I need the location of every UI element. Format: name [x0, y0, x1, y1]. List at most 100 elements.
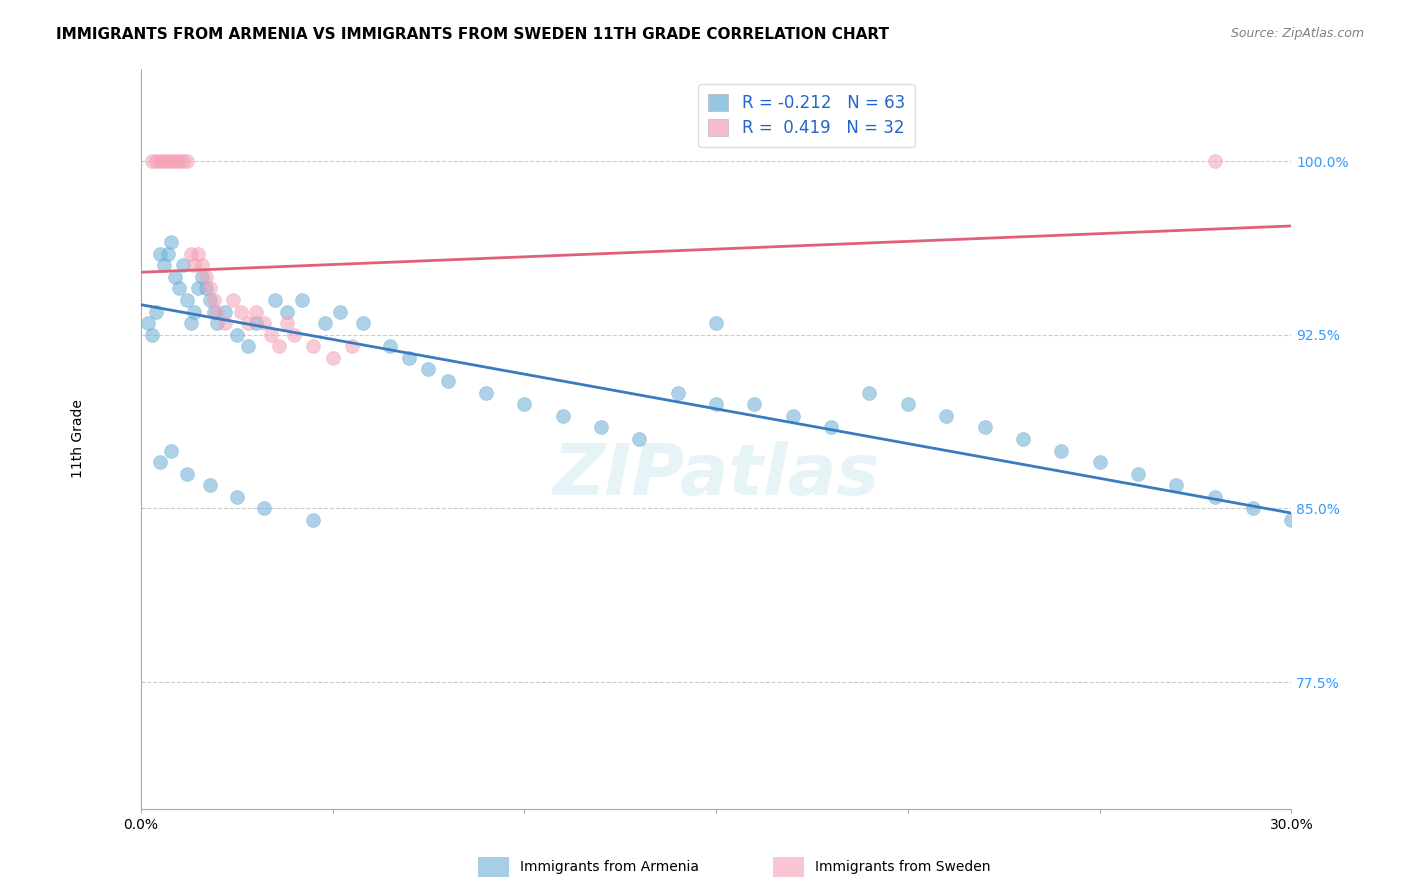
Point: [973, 420, 995, 434]
Point: [782, 409, 804, 423]
Point: [156, 154, 179, 169]
Point: [229, 304, 252, 318]
Point: [283, 327, 305, 342]
Point: [160, 235, 183, 249]
Text: Immigrants from Sweden: Immigrants from Sweden: [815, 860, 991, 874]
Point: [172, 258, 194, 272]
Point: [302, 339, 325, 353]
Point: [187, 246, 209, 260]
Point: [418, 362, 440, 376]
Point: [704, 316, 727, 330]
Y-axis label: 11th Grade: 11th Grade: [72, 400, 86, 478]
Point: [1088, 455, 1111, 469]
Point: [858, 385, 880, 400]
Point: [183, 258, 205, 272]
Point: [202, 293, 225, 307]
Point: [935, 409, 957, 423]
Point: [191, 269, 214, 284]
Point: [744, 397, 766, 411]
Point: [176, 467, 198, 481]
Point: [183, 304, 205, 318]
Point: [1204, 154, 1226, 169]
Point: [1012, 432, 1035, 446]
Point: [1279, 513, 1302, 527]
Point: [264, 293, 287, 307]
Point: [252, 501, 274, 516]
Point: [195, 269, 218, 284]
Point: [176, 154, 198, 169]
Point: [398, 351, 420, 365]
Point: [245, 304, 267, 318]
Point: [180, 246, 202, 260]
Point: [214, 304, 236, 318]
Point: [513, 397, 536, 411]
Point: [1166, 478, 1188, 492]
Point: [267, 339, 290, 353]
Point: [172, 154, 194, 169]
Point: [153, 258, 176, 272]
Point: [378, 339, 401, 353]
Point: [138, 316, 160, 330]
Point: [436, 374, 458, 388]
Point: [897, 397, 920, 411]
Point: [202, 304, 225, 318]
Point: [167, 154, 190, 169]
Text: IMMIGRANTS FROM ARMENIA VS IMMIGRANTS FROM SWEDEN 11TH GRADE CORRELATION CHART: IMMIGRANTS FROM ARMENIA VS IMMIGRANTS FR…: [56, 27, 889, 42]
Point: [149, 455, 172, 469]
Point: [176, 293, 198, 307]
Point: [352, 316, 374, 330]
Point: [276, 316, 298, 330]
Point: [291, 293, 314, 307]
Point: [207, 316, 229, 330]
Point: [1204, 490, 1226, 504]
Point: [245, 316, 267, 330]
Point: [156, 246, 179, 260]
Point: [198, 293, 221, 307]
Point: [195, 281, 218, 295]
Point: [191, 258, 214, 272]
Point: [207, 304, 229, 318]
Point: [340, 339, 363, 353]
Point: [225, 327, 247, 342]
Point: [187, 281, 209, 295]
Point: [141, 154, 163, 169]
Point: [149, 154, 172, 169]
Point: [314, 316, 336, 330]
Point: [153, 154, 176, 169]
Point: [149, 246, 172, 260]
Point: [1241, 501, 1264, 516]
Point: [167, 281, 190, 295]
Point: [1050, 443, 1073, 458]
Point: [820, 420, 842, 434]
Point: [551, 409, 574, 423]
Point: [276, 304, 298, 318]
Text: ZIPatlas: ZIPatlas: [553, 442, 880, 510]
Point: [160, 443, 183, 458]
Point: [704, 397, 727, 411]
Point: [180, 316, 202, 330]
Point: [260, 327, 283, 342]
Text: Immigrants from Armenia: Immigrants from Armenia: [520, 860, 699, 874]
Point: [165, 269, 187, 284]
Point: [628, 432, 651, 446]
Point: [322, 351, 344, 365]
Point: [302, 513, 325, 527]
Point: [198, 281, 221, 295]
Point: [198, 478, 221, 492]
Point: [160, 154, 183, 169]
Point: [666, 385, 689, 400]
Legend: R = -0.212   N = 63, R =  0.419   N = 32: R = -0.212 N = 63, R = 0.419 N = 32: [699, 84, 915, 147]
Point: [214, 316, 236, 330]
Text: Source: ZipAtlas.com: Source: ZipAtlas.com: [1230, 27, 1364, 40]
Point: [145, 304, 167, 318]
Point: [222, 293, 245, 307]
Point: [475, 385, 498, 400]
Point: [141, 327, 163, 342]
Point: [1126, 467, 1149, 481]
Point: [589, 420, 612, 434]
Point: [145, 154, 167, 169]
Point: [238, 316, 260, 330]
Point: [252, 316, 274, 330]
Point: [225, 490, 247, 504]
Point: [238, 339, 260, 353]
